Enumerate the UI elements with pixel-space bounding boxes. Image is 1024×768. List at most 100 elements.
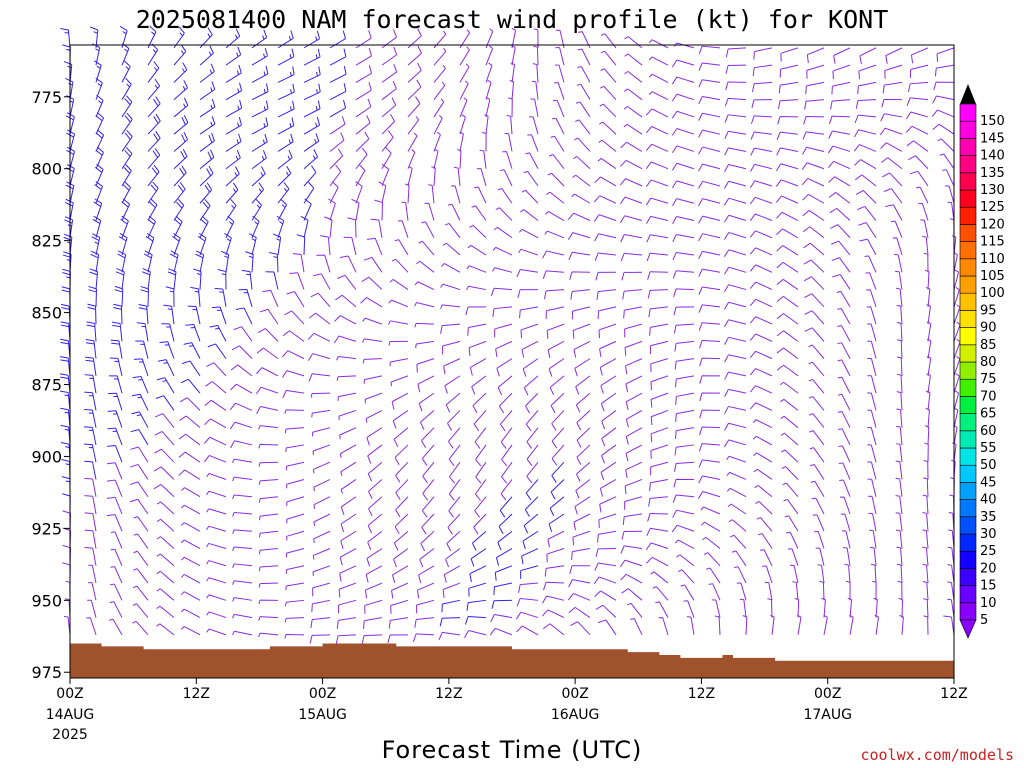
wind-barb bbox=[749, 385, 773, 394]
wind-barb bbox=[367, 530, 383, 551]
wind-barb bbox=[867, 478, 877, 497]
wind-barb bbox=[676, 554, 695, 567]
wind-barb bbox=[574, 358, 591, 377]
wind-barb bbox=[829, 115, 851, 125]
wind-barb bbox=[473, 513, 487, 535]
wind-barb bbox=[106, 496, 123, 515]
wind-barb bbox=[474, 479, 487, 501]
wind-barb bbox=[593, 214, 617, 222]
wind-barb bbox=[521, 340, 539, 358]
wind-barb bbox=[648, 496, 669, 507]
wind-barb bbox=[671, 128, 695, 136]
wind-barb bbox=[108, 392, 123, 411]
wind-barb bbox=[63, 615, 71, 635]
wind-barb bbox=[723, 439, 747, 448]
wind-barb bbox=[756, 517, 773, 532]
wind-barb bbox=[569, 271, 591, 280]
wind-barb bbox=[444, 375, 461, 394]
wind-barb bbox=[837, 359, 851, 377]
wind-barb bbox=[173, 44, 187, 66]
wind-barb bbox=[599, 496, 617, 513]
wind-barb bbox=[88, 564, 97, 584]
wind-barb bbox=[837, 411, 851, 428]
wind-barb bbox=[599, 358, 617, 376]
x-tick-label: 00Z bbox=[561, 686, 588, 702]
wind-barb bbox=[206, 611, 227, 619]
wind-barb bbox=[95, 146, 104, 169]
wind-barb bbox=[491, 599, 513, 609]
wind-barb bbox=[285, 565, 305, 574]
wind-barb bbox=[931, 109, 955, 118]
wind-barb bbox=[624, 479, 643, 495]
wind-barb bbox=[333, 335, 357, 344]
wind-barb bbox=[750, 163, 773, 172]
wind-barb bbox=[433, 81, 446, 100]
wind-barb bbox=[882, 81, 903, 94]
wind-barb bbox=[794, 597, 800, 618]
wind-barb bbox=[522, 358, 539, 377]
wind-barb bbox=[594, 590, 617, 601]
wind-barb bbox=[882, 172, 903, 187]
wind-barb bbox=[527, 134, 539, 152]
colorbar-swatch bbox=[959, 533, 977, 552]
wind-barb bbox=[84, 512, 97, 532]
wind-barb bbox=[827, 160, 851, 170]
wind-barb bbox=[953, 321, 961, 342]
colorbar-swatch bbox=[959, 275, 977, 294]
wind-barb bbox=[593, 195, 617, 204]
wind-barb bbox=[397, 220, 409, 238]
colorbar-swatch bbox=[959, 361, 977, 380]
wind-barb bbox=[627, 602, 643, 618]
wind-barb bbox=[934, 64, 955, 77]
colorbar-label: 40 bbox=[980, 493, 997, 508]
wind-barb bbox=[448, 444, 461, 467]
wind-barb bbox=[525, 479, 539, 501]
wind-barb bbox=[523, 375, 539, 396]
wind-barb bbox=[130, 463, 149, 480]
wind-barb bbox=[421, 444, 435, 466]
wind-barb bbox=[422, 461, 435, 484]
wind-barb bbox=[173, 62, 188, 83]
wind-barb bbox=[132, 603, 149, 618]
wind-barb bbox=[225, 166, 240, 187]
wind-barb bbox=[780, 432, 799, 446]
wind-barb bbox=[391, 392, 409, 410]
wind-barb bbox=[111, 321, 123, 342]
wind-barb bbox=[197, 232, 207, 256]
wind-barb bbox=[776, 245, 799, 256]
wind-barb bbox=[465, 306, 487, 316]
wind-barb bbox=[542, 270, 565, 279]
colorbar-label: 20 bbox=[980, 561, 997, 576]
wind-barb bbox=[451, 185, 461, 204]
wind-barb bbox=[880, 113, 903, 122]
wind-barb bbox=[804, 327, 825, 342]
wind-barb bbox=[303, 48, 321, 66]
wind-barb bbox=[391, 258, 409, 273]
wind-barb bbox=[533, 45, 539, 66]
wind-barb bbox=[804, 99, 825, 110]
wind-barb bbox=[872, 580, 877, 601]
wind-barb bbox=[117, 250, 127, 273]
wind-barb bbox=[749, 316, 773, 325]
wind-barb bbox=[232, 512, 253, 517]
wind-barb bbox=[749, 196, 773, 205]
wind-barb bbox=[780, 47, 799, 62]
wind-barb bbox=[415, 340, 435, 349]
wind-barb bbox=[801, 177, 825, 187]
wind-barb bbox=[885, 47, 903, 64]
wind-barb bbox=[312, 565, 331, 576]
wind-barb bbox=[510, 62, 516, 83]
wind-barb bbox=[509, 79, 515, 100]
wind-barb bbox=[650, 444, 669, 459]
wind-barb bbox=[64, 216, 74, 238]
wind-barb bbox=[953, 356, 961, 377]
wind-barb bbox=[88, 285, 98, 307]
wind-barb bbox=[418, 240, 435, 256]
wind-barb bbox=[225, 199, 237, 221]
wind-barb bbox=[518, 582, 539, 593]
wind-barb bbox=[121, 164, 132, 187]
wind-barb bbox=[508, 97, 513, 117]
x-tick-date: 14AUG bbox=[46, 707, 95, 723]
wind-barb bbox=[262, 289, 279, 308]
wind-barb bbox=[106, 514, 123, 532]
